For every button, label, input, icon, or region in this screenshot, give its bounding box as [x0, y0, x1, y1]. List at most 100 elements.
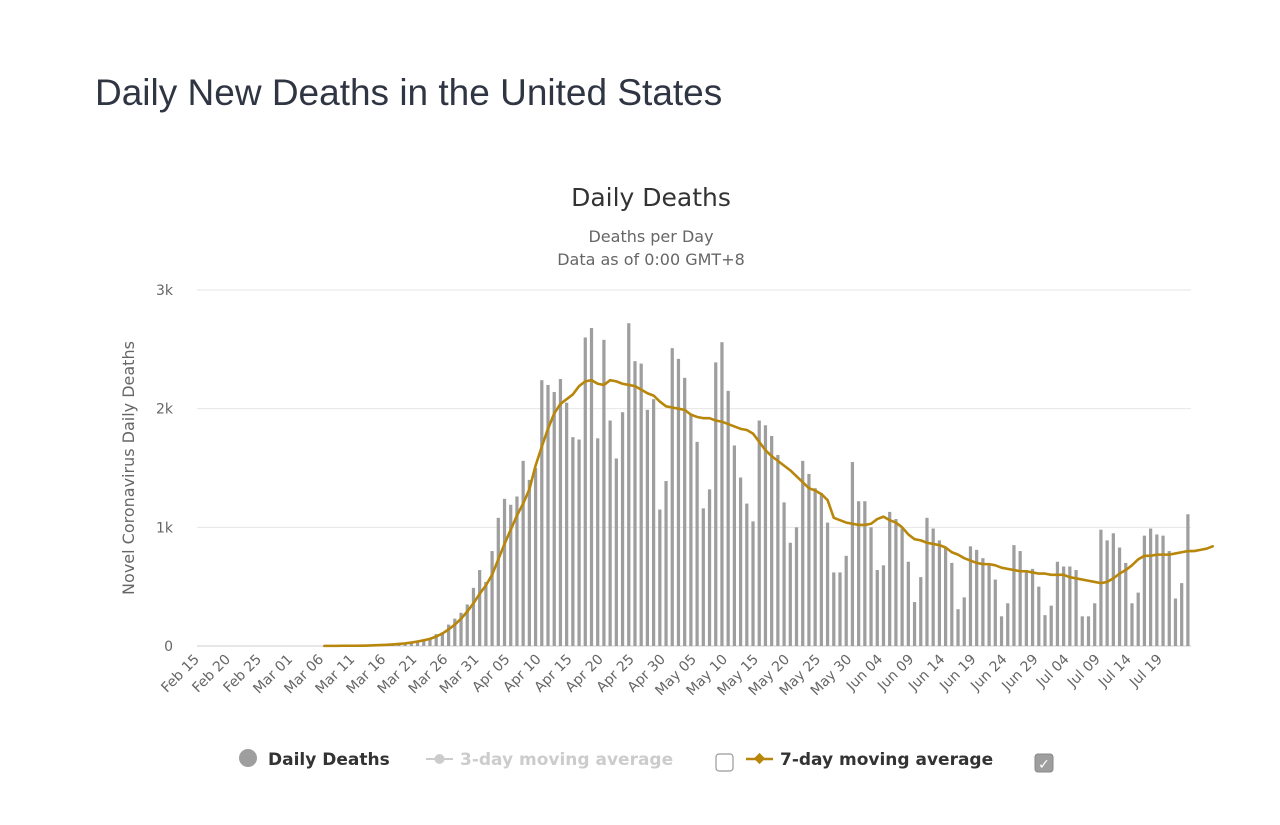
daily-deaths-bar[interactable]: [751, 521, 755, 646]
daily-deaths-bar[interactable]: [478, 570, 482, 646]
daily-deaths-bar[interactable]: [558, 379, 563, 646]
daily-deaths-bar[interactable]: [620, 412, 625, 646]
daily-deaths-bar[interactable]: [770, 435, 774, 646]
daily-deaths-bar[interactable]: [533, 468, 538, 646]
daily-deaths-bar[interactable]: [857, 501, 861, 646]
daily-deaths-bar[interactable]: [701, 508, 705, 646]
daily-deaths-bar[interactable]: [552, 392, 556, 646]
daily-deaths-bar[interactable]: [987, 564, 991, 646]
daily-deaths-bar[interactable]: [527, 479, 531, 646]
daily-deaths-bar[interactable]: [1136, 592, 1140, 646]
daily-deaths-bar[interactable]: [1024, 570, 1028, 646]
daily-deaths-bar[interactable]: [801, 460, 805, 646]
daily-deaths-bar[interactable]: [1186, 514, 1190, 646]
daily-deaths-bar[interactable]: [465, 604, 469, 646]
daily-deaths-bar[interactable]: [714, 362, 718, 646]
daily-deaths-bar[interactable]: [496, 517, 500, 646]
daily-deaths-bar[interactable]: [627, 323, 631, 646]
daily-deaths-bar[interactable]: [732, 445, 736, 646]
daily-deaths-bar[interactable]: [1124, 562, 1128, 646]
daily-deaths-bar[interactable]: [738, 477, 743, 646]
daily-deaths-bar[interactable]: [1149, 528, 1153, 646]
daily-deaths-bar[interactable]: [825, 522, 830, 646]
daily-deaths-bar[interactable]: [1173, 598, 1178, 646]
daily-deaths-bar[interactable]: [763, 425, 768, 646]
daily-deaths-bar[interactable]: [521, 460, 525, 646]
daily-deaths-bar[interactable]: [999, 616, 1004, 646]
daily-deaths-bar[interactable]: [676, 358, 681, 646]
daily-deaths-bar[interactable]: [540, 380, 544, 646]
daily-deaths-bar[interactable]: [546, 384, 550, 646]
daily-deaths-bar[interactable]: [757, 420, 761, 646]
daily-deaths-bars[interactable]: [322, 323, 1190, 646]
daily-deaths-bar[interactable]: [608, 420, 612, 646]
daily-deaths-bar[interactable]: [925, 517, 929, 646]
daily-deaths-bar[interactable]: [446, 624, 451, 646]
daily-deaths-bar[interactable]: [869, 527, 873, 646]
daily-deaths-bar[interactable]: [589, 327, 594, 646]
daily-deaths-bar[interactable]: [875, 570, 879, 646]
daily-deaths-bar[interactable]: [633, 361, 637, 646]
daily-deaths-bar[interactable]: [1142, 535, 1147, 646]
daily-deaths-bar[interactable]: [937, 540, 942, 646]
daily-deaths-bar[interactable]: [844, 555, 848, 646]
daily-deaths-bar[interactable]: [906, 561, 910, 646]
daily-deaths-bar[interactable]: [981, 558, 985, 646]
daily-deaths-bar[interactable]: [1155, 534, 1159, 646]
daily-deaths-bar[interactable]: [1012, 545, 1016, 646]
daily-deaths-bar[interactable]: [943, 547, 948, 646]
daily-deaths-bar[interactable]: [1074, 570, 1078, 646]
daily-deaths-bar[interactable]: [819, 492, 823, 646]
daily-deaths-bar[interactable]: [912, 602, 917, 646]
daily-deaths-bar[interactable]: [1080, 616, 1084, 646]
daily-deaths-bar[interactable]: [794, 527, 799, 646]
daily-deaths-bar[interactable]: [707, 489, 712, 646]
daily-deaths-bar[interactable]: [440, 632, 445, 646]
daily-deaths-bar[interactable]: [515, 496, 519, 646]
daily-deaths-bar[interactable]: [658, 509, 662, 646]
daily-deaths-bar[interactable]: [689, 414, 693, 646]
daily-deaths-bar[interactable]: [993, 579, 997, 646]
seven-day-average-line[interactable]: [323, 378, 1215, 648]
daily-deaths-bar[interactable]: [1062, 566, 1066, 646]
daily-deaths-bar[interactable]: [1161, 535, 1165, 646]
daily-deaths-bar[interactable]: [502, 498, 507, 646]
daily-deaths-bar[interactable]: [471, 587, 476, 646]
daily-deaths-bar[interactable]: [1043, 615, 1047, 646]
daily-deaths-bar[interactable]: [1037, 586, 1041, 646]
daily-deaths-bar[interactable]: [583, 337, 587, 646]
daily-deaths-bar[interactable]: [956, 609, 960, 646]
daily-deaths-bar[interactable]: [975, 549, 979, 646]
daily-deaths-bar[interactable]: [894, 519, 898, 646]
daily-deaths-bar[interactable]: [565, 402, 569, 646]
legend-item-daily-deaths[interactable]: Daily Deaths: [239, 749, 390, 770]
daily-deaths-bar[interactable]: [490, 551, 494, 646]
daily-deaths-bar[interactable]: [1055, 561, 1060, 646]
daily-deaths-bar[interactable]: [1117, 547, 1122, 646]
daily-deaths-bar[interactable]: [1180, 583, 1184, 646]
daily-deaths-bar[interactable]: [726, 390, 730, 646]
daily-deaths-bar[interactable]: [670, 348, 674, 646]
daily-deaths-bar[interactable]: [788, 542, 792, 646]
daily-deaths-bar[interactable]: [639, 363, 643, 646]
daily-deaths-bar[interactable]: [602, 339, 606, 646]
daily-deaths-bar[interactable]: [577, 439, 581, 646]
daily-deaths-bar[interactable]: [968, 546, 973, 646]
daily-deaths-bar[interactable]: [459, 612, 463, 646]
daily-deaths-bar[interactable]: [900, 528, 904, 646]
daily-deaths-bar[interactable]: [614, 458, 618, 646]
daily-deaths-bar[interactable]: [1086, 616, 1091, 646]
daily-deaths-bar[interactable]: [596, 438, 600, 646]
daily-deaths-bar[interactable]: [422, 639, 426, 646]
daily-deaths-bar[interactable]: [1111, 533, 1115, 646]
daily-deaths-bar[interactable]: [571, 437, 575, 646]
daily-deaths-bar[interactable]: [1105, 540, 1109, 646]
daily-deaths-bar[interactable]: [720, 342, 724, 646]
daily-deaths-bar[interactable]: [1018, 551, 1022, 646]
daily-deaths-bar[interactable]: [931, 528, 935, 646]
daily-deaths-bar[interactable]: [453, 618, 457, 646]
daily-deaths-bar[interactable]: [645, 409, 650, 646]
daily-deaths-bar[interactable]: [1130, 603, 1134, 646]
checkbox-3-day-average[interactable]: [715, 753, 734, 772]
checkbox-7-day-average[interactable]: ✓: [1034, 753, 1054, 773]
